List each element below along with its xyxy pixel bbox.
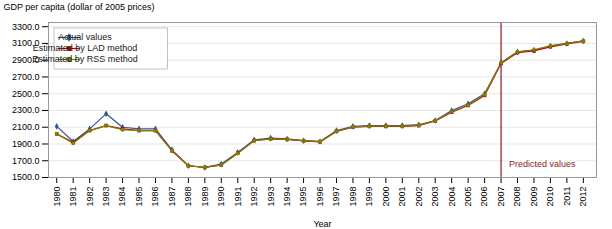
svg-text:1984: 1984 xyxy=(117,187,127,207)
svg-text:1985: 1985 xyxy=(134,187,144,207)
svg-text:1981: 1981 xyxy=(68,187,78,207)
svg-text:2500.0: 2500.0 xyxy=(12,89,40,99)
svg-text:1998: 1998 xyxy=(348,187,358,207)
svg-text:2900.0: 2900.0 xyxy=(12,55,40,66)
svg-text:3100.0: 3100.0 xyxy=(12,38,40,49)
svg-text:2008: 2008 xyxy=(512,187,522,207)
svg-text:2004: 2004 xyxy=(447,187,457,207)
svg-text:1987: 1987 xyxy=(167,187,177,207)
svg-text:2000: 2000 xyxy=(381,187,391,207)
svg-text:2100.0: 2100.0 xyxy=(12,122,40,132)
svg-text:2001: 2001 xyxy=(397,187,407,207)
svg-text:2012: 2012 xyxy=(578,187,588,207)
svg-text:2009: 2009 xyxy=(529,187,539,207)
svg-text:1982: 1982 xyxy=(85,187,95,207)
svg-text:1980: 1980 xyxy=(52,187,62,207)
svg-text:1999: 1999 xyxy=(364,187,374,207)
svg-text:Estimated by RSS method: Estimated by RSS method xyxy=(32,54,138,64)
svg-text:Estimated by LAD method: Estimated by LAD method xyxy=(33,43,138,53)
svg-text:1995: 1995 xyxy=(298,187,308,207)
svg-text:2300.0: 2300.0 xyxy=(12,105,40,115)
svg-text:1986: 1986 xyxy=(150,187,160,207)
svg-text:3300.0: 3300.0 xyxy=(12,22,40,32)
svg-text:1988: 1988 xyxy=(183,187,193,207)
svg-text:1700.0: 1700.0 xyxy=(12,156,40,166)
svg-text:GDP per capita (dollar of 2005: GDP per capita (dollar of 2005 prices) xyxy=(4,2,155,12)
svg-text:2010: 2010 xyxy=(545,187,555,207)
svg-text:2700.0: 2700.0 xyxy=(12,72,40,82)
svg-text:1989: 1989 xyxy=(200,187,210,207)
svg-text:1993: 1993 xyxy=(266,187,276,207)
svg-text:2006: 2006 xyxy=(479,187,489,207)
svg-text:2002: 2002 xyxy=(414,187,424,207)
svg-text:Actual values: Actual values xyxy=(58,32,112,42)
svg-text:1996: 1996 xyxy=(315,187,325,207)
svg-text:1991: 1991 xyxy=(233,187,243,207)
svg-text:Predicted values: Predicted values xyxy=(509,159,576,169)
svg-text:Year: Year xyxy=(313,219,331,229)
svg-text:1994: 1994 xyxy=(282,187,292,207)
svg-text:2011: 2011 xyxy=(562,187,572,206)
svg-text:1990: 1990 xyxy=(216,187,226,207)
svg-text:1992: 1992 xyxy=(249,187,259,207)
svg-text:1997: 1997 xyxy=(331,187,341,207)
svg-text:2003: 2003 xyxy=(430,187,440,207)
svg-text:1900.0: 1900.0 xyxy=(12,139,40,149)
svg-text:2007: 2007 xyxy=(496,187,506,207)
svg-text:2005: 2005 xyxy=(463,187,473,207)
svg-text:1983: 1983 xyxy=(101,187,111,207)
svg-text:1500.0: 1500.0 xyxy=(12,172,40,182)
